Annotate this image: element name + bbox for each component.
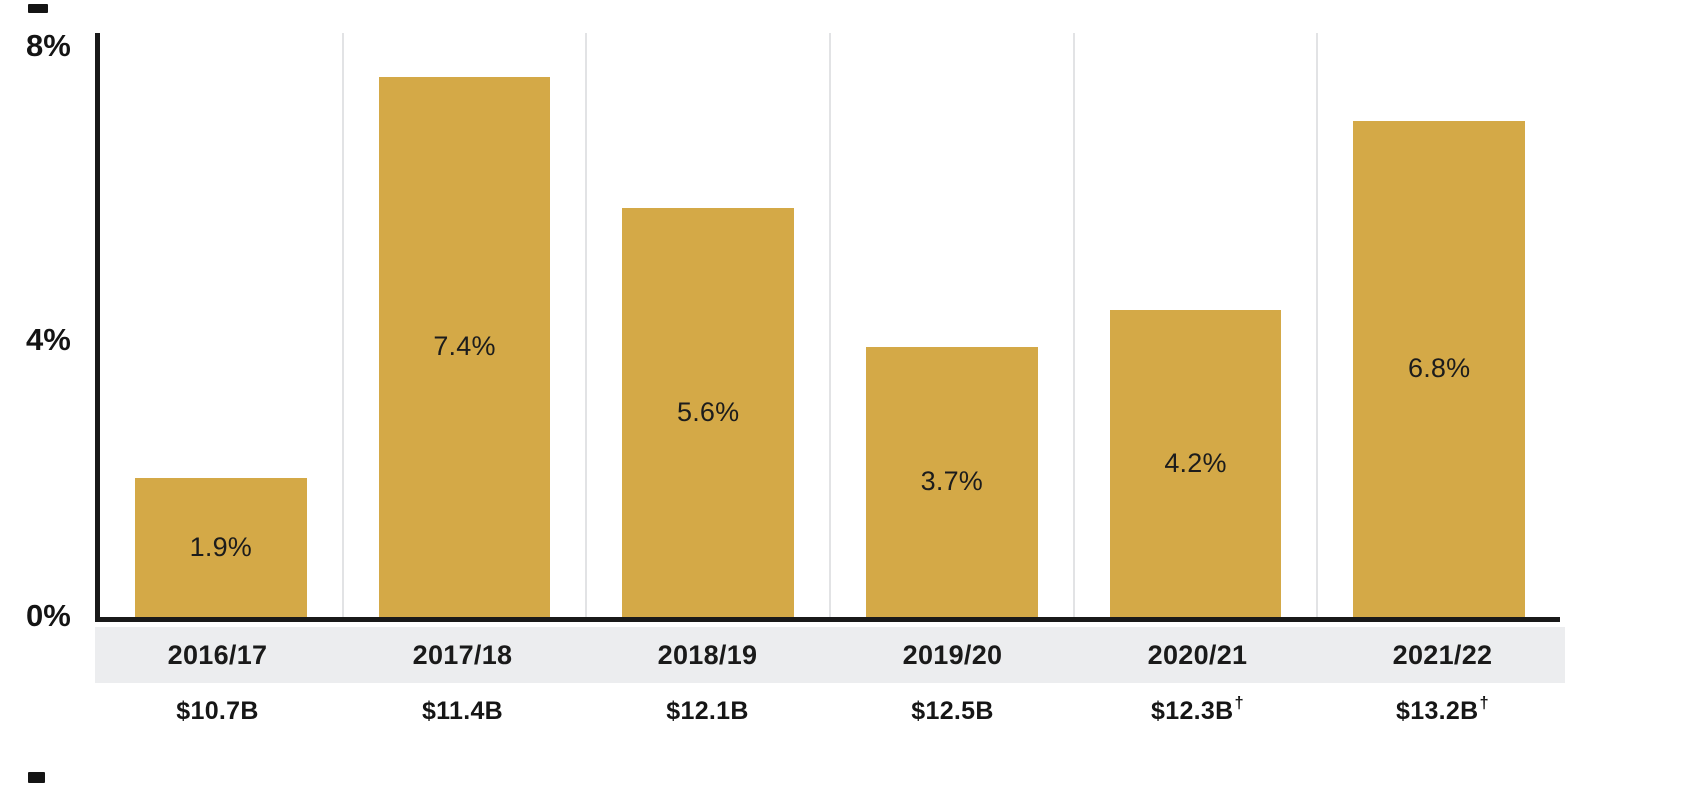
bar-sub-label: $13.2B † (1320, 692, 1565, 730)
bar-sub-label: $12.5B (830, 692, 1075, 730)
bar-value-label: 5.6% (677, 397, 740, 428)
x-axis-label: 2016/17 (167, 639, 268, 670)
dollar-value: $12.5B (911, 696, 994, 725)
x-axis-label: 2020/21 (1147, 639, 1248, 670)
y-axis-tick-0pct: 0% (26, 598, 71, 633)
bar-2017-18: 7.4% (378, 76, 551, 617)
bar-value-label: 4.2% (1164, 448, 1227, 479)
bar-2016-17: 1.9% (135, 478, 307, 617)
bar-2020-21: 4.2% (1109, 310, 1282, 617)
bar-2021-22: 6.8% (1353, 120, 1525, 617)
dollar-value: $11.4B (421, 696, 504, 725)
bar-value-label: 7.4% (433, 331, 496, 362)
chart-column-2018-19: 5.6% (587, 33, 832, 617)
bar-value-label: 6.8% (1408, 353, 1471, 384)
dagger-footnote-marker: † (1479, 694, 1489, 713)
x-axis-label: 2021/22 (1392, 639, 1493, 670)
x-axis-band: 2016/17 2017/18 2018/19 2019/20 2020/21 2021/… (95, 627, 1565, 683)
chart-column-2017-18: 7.4% (344, 33, 588, 617)
dagger-footnote-marker: † (1234, 694, 1244, 713)
dollar-value: $12.3B (1151, 696, 1234, 725)
bar-2018-19: 5.6% (622, 208, 794, 617)
bar-sub-label: $12.1B (585, 692, 830, 730)
dollar-value: $13.2B (1396, 696, 1479, 725)
bar-value-label: 1.9% (189, 532, 252, 563)
chart-column-2020-21: 4.2% (1075, 33, 1319, 617)
x-axis-label: 2017/18 (412, 639, 513, 670)
y-axis-tick-8pct: 8% (26, 28, 71, 63)
chart-column-2021-22: 6.8% (1318, 33, 1560, 617)
bar-sub-label: $12.3B † (1075, 692, 1320, 730)
y-axis-tick-4pct: 4% (26, 322, 71, 357)
chart-column-2019-20: 3.7% (831, 33, 1075, 617)
x-axis-label: 2018/19 (657, 639, 758, 670)
x-axis-label: 2019/20 (902, 639, 1003, 670)
dollar-value: $10.7B (176, 696, 259, 725)
chart-column-2016-17: 1.9% (100, 33, 344, 617)
cropped-fragment-top (28, 4, 48, 13)
bar-2019-20: 3.7% (866, 346, 1038, 617)
dollar-label-row: $10.7B $11.4B $12.1B $12.5B $12.3B † $13.2B † (95, 692, 1565, 730)
bar-sub-label: $10.7B (95, 692, 340, 730)
bar-sub-label: $11.4B (340, 692, 585, 730)
plot-area: 1.9% 7.4% 5.6% 3.7% 4.2% 6.8% (95, 33, 1560, 622)
bars-container: 1.9% 7.4% 5.6% 3.7% 4.2% 6.8% (100, 33, 1560, 617)
cropped-fragment-bottom (28, 772, 45, 783)
dollar-value: $12.1B (666, 696, 749, 725)
bar-value-label: 3.7% (920, 466, 984, 497)
